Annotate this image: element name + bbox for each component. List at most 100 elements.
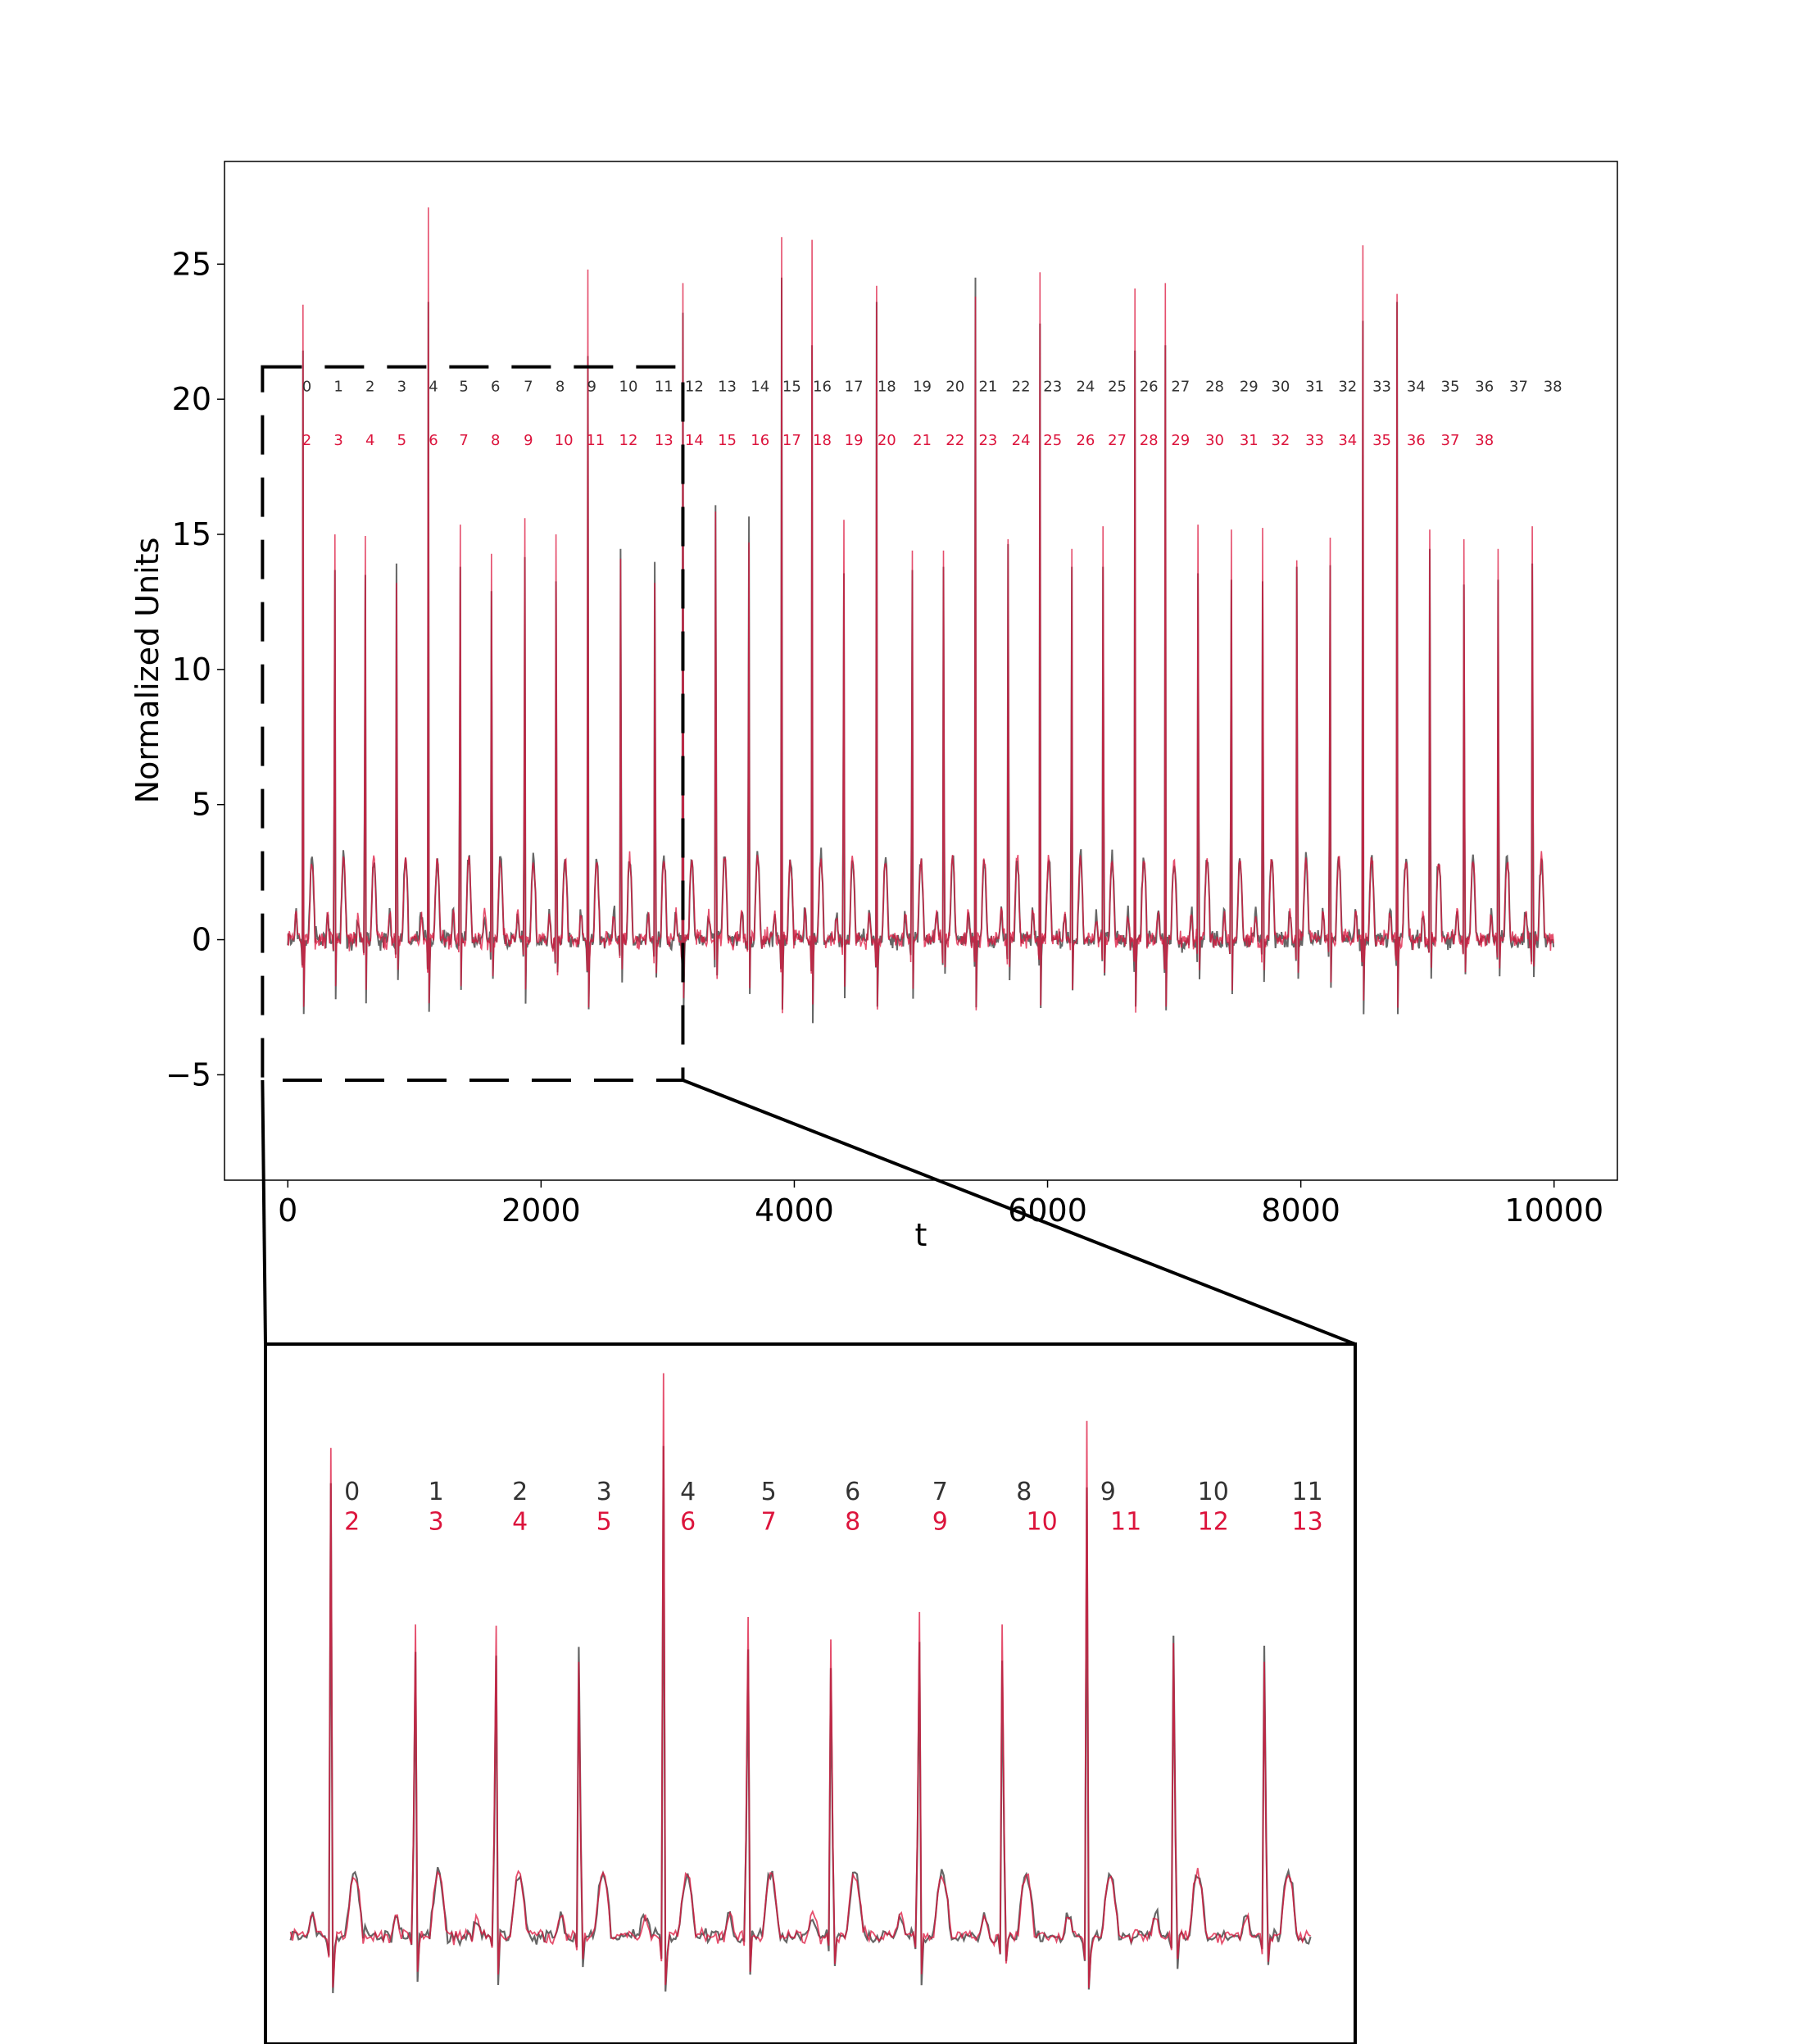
inset-peak-label-a: 2 (512, 1478, 528, 1506)
inset-peak-label-b: 10 (1027, 1507, 1058, 1536)
zoom-connector-right (682, 1079, 1356, 1346)
peak-label-b: 21 (913, 432, 932, 449)
main-y-axis: −5 0 5 10 15 20 25 (166, 246, 224, 1092)
inset-peak-label-b: 2 (344, 1507, 360, 1536)
zoom-region-box (261, 365, 685, 1083)
peak-label-a: 4 (429, 378, 438, 395)
peak-label-b: 25 (1043, 432, 1062, 449)
peak-label-a: 33 (1372, 378, 1391, 395)
peak-label-a: 37 (1509, 378, 1528, 395)
inset-peak-label-a: 10 (1198, 1478, 1229, 1506)
zoom-connector-left (261, 1079, 267, 1345)
peak-label-a: 27 (1171, 378, 1190, 395)
y-tick-label: 10 (172, 652, 211, 688)
peak-label-a: 14 (751, 378, 769, 395)
inset-peak-label-b: 7 (761, 1507, 777, 1536)
peak-label-a: 25 (1108, 378, 1127, 395)
peak-label-b: 24 (1012, 432, 1031, 449)
peak-label-a: 21 (978, 378, 997, 395)
peak-label-a: 5 (459, 378, 468, 395)
peak-label-a: 6 (491, 378, 500, 395)
peak-label-b: 34 (1338, 432, 1357, 449)
peak-label-a: 29 (1240, 378, 1259, 395)
series-line-b (287, 207, 1554, 1014)
peak-label-b: 8 (491, 432, 500, 449)
peak-label-b: 4 (365, 432, 374, 449)
peak-label-a: 32 (1338, 378, 1357, 395)
peak-label-a: 12 (685, 378, 704, 395)
inset-peak-label-b: 8 (845, 1507, 860, 1536)
peak-label-a: 35 (1441, 378, 1460, 395)
inset-peak-label-b: 9 (932, 1507, 948, 1536)
peak-label-b: 22 (946, 432, 964, 449)
y-tick-label: −5 (166, 1056, 211, 1092)
inset-peak-label-b: 4 (512, 1507, 528, 1536)
peak-label-b: 18 (813, 432, 832, 449)
peak-label-b: 9 (524, 432, 533, 449)
x-tick-label: 10000 (1504, 1192, 1603, 1229)
peak-label-a: 24 (1076, 378, 1095, 395)
y-tick-label: 15 (172, 516, 211, 552)
y-tick-label: 25 (172, 246, 211, 282)
peak-label-a: 0 (302, 378, 311, 395)
peak-label-a: 9 (587, 378, 596, 395)
inset-peak-label-a: 11 (1291, 1478, 1322, 1506)
peak-label-b: 32 (1271, 432, 1290, 449)
peak-label-b: 14 (685, 432, 704, 449)
inset-series-line-a (289, 1446, 1312, 1993)
inset-peak-label-a: 8 (1016, 1478, 1032, 1506)
inset-peak-label-b: 3 (429, 1507, 444, 1536)
main-traces (287, 207, 1555, 1024)
inset-peak-label-a: 1 (429, 1478, 444, 1506)
peak-label-b: 16 (751, 432, 769, 449)
inset-plot-panel: 0 1 2 3 4 5 6 7 8 9 10 112 3 4 5 6 7 8 9 10 11 12 13 (264, 1342, 1357, 2044)
peak-label-b: 38 (1475, 432, 1494, 449)
inset-peak-label-a: 4 (680, 1478, 696, 1506)
peak-label-b: 5 (397, 432, 406, 449)
inset-series-line-b (289, 1373, 1311, 1988)
peak-label-a: 7 (524, 378, 533, 395)
y-tick-label: 0 (192, 922, 211, 958)
y-tick-label: 20 (172, 381, 211, 417)
peak-label-a: 28 (1205, 378, 1224, 395)
peak-label-b: 27 (1108, 432, 1127, 449)
peak-label-b: 35 (1372, 432, 1391, 449)
inset-peak-label-b: 6 (680, 1507, 696, 1536)
inset-traces (289, 1373, 1312, 1993)
peak-label-a: 11 (655, 378, 674, 395)
main-x-axis: 0 2000 4000 6000 8000 10000 (278, 1180, 1603, 1229)
inset-peak-label-a: 5 (761, 1478, 777, 1506)
peak-label-b: 37 (1441, 432, 1460, 449)
peak-label-b: 28 (1140, 432, 1159, 449)
inset-peak-annotations: 0 1 2 3 4 5 6 7 8 9 10 112 3 4 5 6 7 8 9 10 11 12 13 (344, 1478, 1323, 1536)
peak-label-a: 1 (333, 378, 342, 395)
y-tick-label: 5 (192, 787, 211, 823)
peak-label-b: 6 (429, 432, 438, 449)
peak-label-b: 23 (978, 432, 997, 449)
peak-label-a: 31 (1305, 378, 1324, 395)
peak-label-a: 3 (397, 378, 406, 395)
peak-label-a: 13 (718, 378, 737, 395)
inset-peak-label-b: 11 (1110, 1507, 1141, 1536)
main-plot-frame (224, 161, 1618, 1181)
main-peak-annotations: 0 1 2 3 4 5 6 7 8 9 10 11 12 13 14 15 16 17 18 19 20 21 22 23 24… (302, 378, 1562, 449)
inset-peak-label-a: 9 (1100, 1478, 1116, 1506)
peak-label-a: 10 (619, 378, 638, 395)
peak-label-b: 2 (302, 432, 311, 449)
peak-label-a: 30 (1271, 378, 1290, 395)
peak-label-b: 15 (718, 432, 737, 449)
inset-peak-label-a: 7 (932, 1478, 948, 1506)
peak-label-b: 33 (1305, 432, 1324, 449)
peak-label-b: 30 (1205, 432, 1224, 449)
peak-label-a: 26 (1140, 378, 1159, 395)
peak-label-a: 2 (365, 378, 374, 395)
peak-label-b: 17 (782, 432, 801, 449)
peak-label-a: 8 (556, 378, 565, 395)
peak-label-a: 20 (946, 378, 964, 395)
peak-label-b: 31 (1240, 432, 1259, 449)
peak-label-a: 23 (1043, 378, 1062, 395)
peak-label-b: 20 (878, 432, 896, 449)
peak-label-b: 12 (619, 432, 638, 449)
x-tick-label: 8000 (1261, 1192, 1340, 1229)
main-plot-panel: 0 1 2 3 4 5 6 7 8 9 10 11 12 13 14 15 16 17 18 19 20 21 22 23 24… (129, 161, 1618, 1253)
